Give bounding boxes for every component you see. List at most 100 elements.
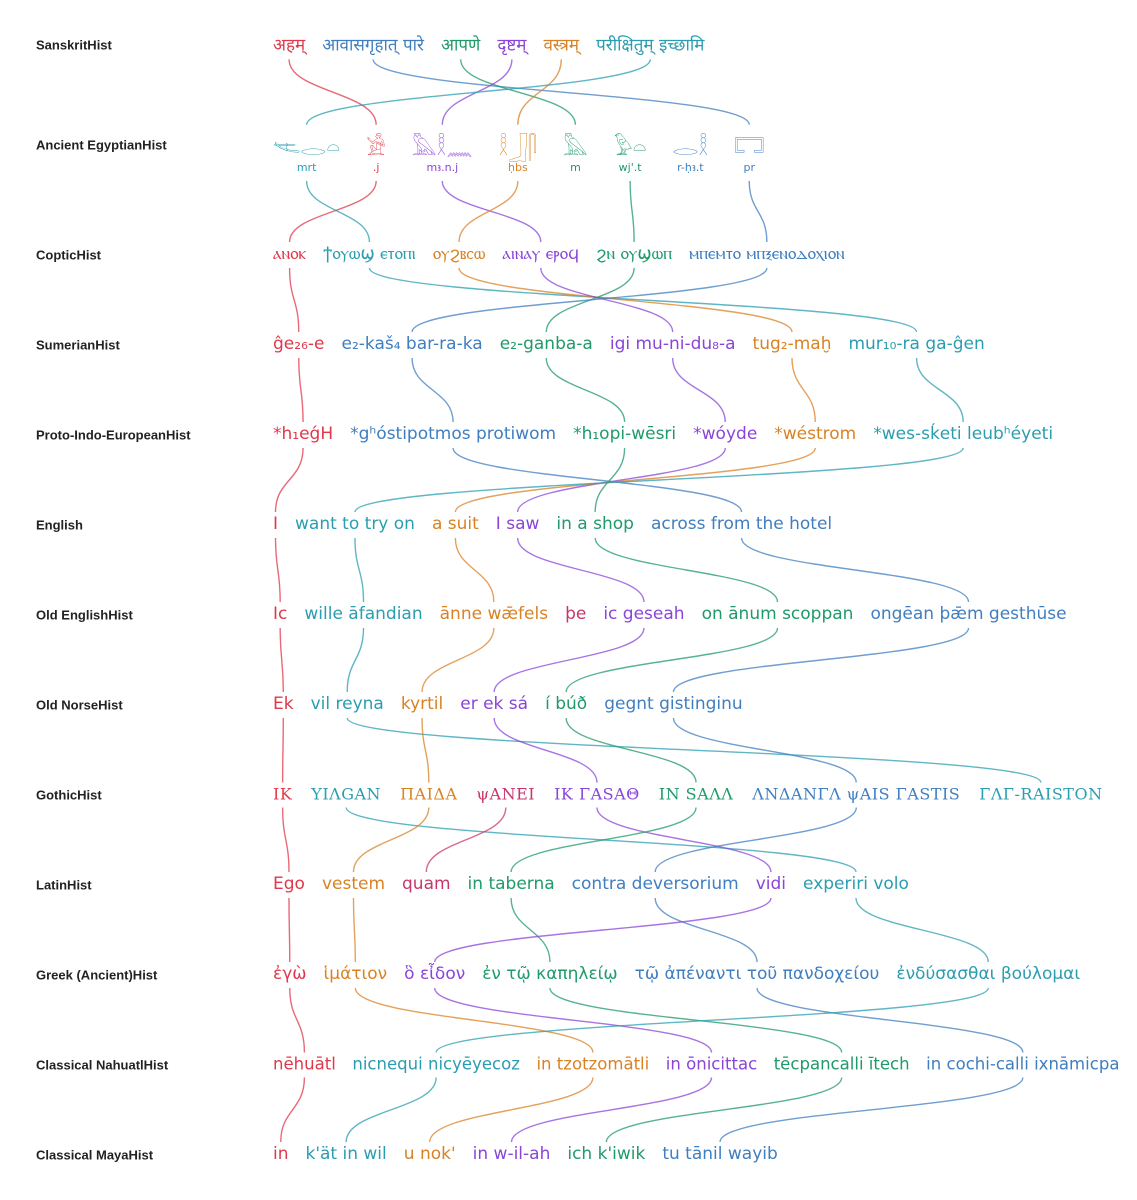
phrase: अहम् (273, 35, 306, 56)
alignment-link (452, 447, 743, 513)
alignment-link (672, 717, 857, 783)
phrase: *wéstrom (774, 424, 857, 444)
phrase: tu tānil wayib (662, 1144, 778, 1164)
alignment-link (654, 807, 857, 873)
alignment-link (305, 59, 651, 126)
alignment-link (549, 987, 843, 1053)
phrase: ⲙⲡⲉⲙⲧⲟ ⲙⲡⲝⲉⲛⲟⲇⲟⲭⲓⲟⲛ (689, 244, 845, 264)
phrase: nicnequi nicyēyecoz (352, 1054, 520, 1074)
hieroglyph-group: 𓅓 (563, 136, 588, 161)
phrase: k'ät in wil (305, 1144, 387, 1164)
phrase: ἐν τῷ καπηλείῳ (482, 964, 618, 984)
hieroglyph-group: 𓌻𓂋𓏏 (273, 136, 341, 161)
alignment-link (459, 59, 577, 125)
alignment-link (425, 807, 507, 873)
alignment-link (671, 357, 726, 423)
alignment-link (346, 717, 1042, 784)
phrase: u nok' (403, 1144, 456, 1164)
phrase: contra deversorium (571, 874, 739, 894)
phrase: *gʰóstipotmos protiwom (350, 424, 557, 444)
phrase: *wóyde (693, 424, 758, 444)
phrase: on ānum scoppan (701, 604, 854, 624)
alignment-link (433, 897, 772, 963)
phrase: ψANEI (476, 784, 536, 804)
phrase: ὃ εἶδον (404, 964, 466, 984)
phrase: e₂-ganba-a (499, 334, 593, 354)
transliteration: mꜣ.n.j (426, 161, 459, 174)
phrase: þe (565, 604, 587, 624)
phrase: दृष्टम् (497, 35, 527, 56)
phrase: आवासगृहात् पारे (322, 35, 425, 56)
alignment-link (429, 1077, 594, 1143)
alignment-link (421, 627, 495, 693)
phrase: Ic (273, 604, 288, 624)
alignment-link (274, 447, 304, 513)
alignment-link (493, 627, 645, 693)
phrase: ΠΑΙΔΑ (400, 784, 458, 804)
language-label-english: English (36, 517, 83, 533)
phrase: quam (402, 874, 451, 894)
alignment-link (454, 447, 816, 513)
phrase: want to try on (295, 514, 415, 534)
phrase: ΛNΔANΓΛ ψAIS ΓASTIS (752, 784, 961, 804)
alignment-link (565, 717, 697, 783)
alignment-link (540, 267, 674, 333)
phrase: ἱμάτιον (323, 964, 388, 984)
phrase: IK (273, 784, 293, 804)
alignment-link (605, 1077, 843, 1143)
language-label-oldenglish: Old EnglishHist (36, 607, 133, 623)
transliteration: .j (372, 161, 380, 174)
transliteration: ḥbs (508, 161, 528, 174)
phrase: in w-il-ah (472, 1144, 551, 1164)
alignment-link (516, 537, 645, 603)
alignment-link (305, 180, 371, 243)
phrase: tēcpancalli ītech (773, 1054, 910, 1074)
alignment-link (855, 897, 989, 963)
alignment-link (281, 717, 284, 783)
alignment-link (516, 447, 726, 513)
alignment-link (791, 357, 816, 423)
phrase: igi mu-ni-du₈-a (609, 334, 736, 354)
alignment-link (288, 59, 377, 125)
phrase: vil reyna (310, 694, 384, 714)
phrase: ἐγὼ (273, 964, 307, 984)
phrase: IN SAΛΛ (658, 784, 734, 804)
alignment-link (441, 180, 542, 243)
transliteration: r-ḥꜣ.t (677, 161, 704, 174)
phrase: ĝe₂₆-e (273, 334, 325, 354)
phrase: परीक्षितुम् इच्छामि (596, 35, 705, 56)
alignment-link (629, 180, 635, 243)
phrase: आपणे (441, 35, 481, 56)
phrase: ⲁⲓⲛⲁⲩ ⲉⲣⲟϥ (502, 244, 580, 264)
phrase: ongēan þǣm gesthūse (870, 604, 1067, 624)
alignment-link (281, 807, 290, 873)
alignment-link (594, 537, 779, 603)
phrase: IK ΓASAΘ (554, 784, 640, 804)
phrase: experiri volo (803, 874, 909, 894)
language-label-sumerian: SumerianHist (36, 337, 120, 353)
alignment-link (565, 627, 779, 693)
phrase: ⲁⲛⲟⲕ (273, 244, 307, 264)
alignment-link (435, 987, 989, 1053)
phrase: nēhuātl (273, 1054, 336, 1074)
alignment-link (372, 59, 750, 126)
phrase: a suit (431, 514, 479, 534)
phrase: ΓΛΓ-RAISTON (979, 784, 1103, 804)
phrase: in cochi-calli ixnāmicpa (926, 1054, 1120, 1074)
phrase: *h₁eǵH (273, 424, 334, 444)
hieroglyph-group: 𓀀 (366, 136, 387, 161)
alignment-link (458, 267, 793, 333)
alignment-link (354, 537, 365, 603)
phrase: I saw (495, 514, 540, 534)
phrase: ⲟⲩϩⲃⲥⲱ (432, 244, 486, 264)
alignment-link (288, 267, 300, 333)
alignment-link (510, 897, 551, 963)
alignment-link (289, 987, 306, 1053)
phrase: in taberna (467, 874, 555, 894)
alignment-link (411, 357, 454, 423)
hieroglyph-group: 𓅓𓎛𓈖 (412, 136, 473, 161)
alignment-link (740, 537, 970, 603)
phrase: e₂-kaš₄ bar-ra-ka (341, 334, 483, 354)
transliteration: pr (743, 161, 755, 174)
phrase: tug₂-maḫ (752, 334, 832, 354)
